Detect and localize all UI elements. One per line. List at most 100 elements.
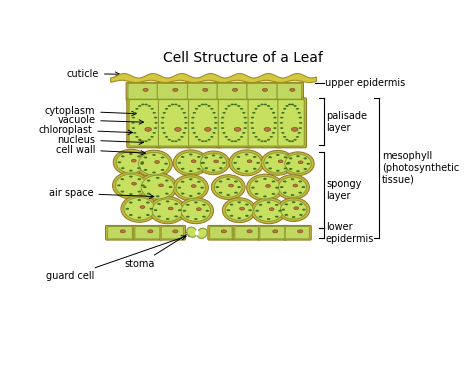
Ellipse shape xyxy=(138,173,177,201)
Ellipse shape xyxy=(290,88,295,92)
Ellipse shape xyxy=(291,194,294,196)
Ellipse shape xyxy=(204,104,208,105)
Ellipse shape xyxy=(177,162,181,164)
Ellipse shape xyxy=(131,159,136,162)
FancyBboxPatch shape xyxy=(247,83,277,99)
Text: air space: air space xyxy=(49,188,154,199)
Ellipse shape xyxy=(282,152,314,176)
Ellipse shape xyxy=(153,132,156,134)
Text: Cell Structure of a Leaf: Cell Structure of a Leaf xyxy=(163,51,323,65)
Ellipse shape xyxy=(302,209,306,210)
Ellipse shape xyxy=(181,193,184,195)
Ellipse shape xyxy=(292,201,295,203)
Ellipse shape xyxy=(284,214,288,216)
Ellipse shape xyxy=(201,187,204,188)
Ellipse shape xyxy=(121,156,125,157)
Ellipse shape xyxy=(278,160,283,163)
Ellipse shape xyxy=(237,139,240,141)
Ellipse shape xyxy=(251,117,254,119)
Ellipse shape xyxy=(261,150,295,175)
Ellipse shape xyxy=(141,140,145,142)
Ellipse shape xyxy=(246,174,283,201)
Ellipse shape xyxy=(192,112,196,114)
Ellipse shape xyxy=(268,168,272,169)
Ellipse shape xyxy=(256,162,260,164)
Ellipse shape xyxy=(196,208,201,210)
Ellipse shape xyxy=(145,127,152,131)
Ellipse shape xyxy=(198,105,201,107)
Ellipse shape xyxy=(156,177,160,179)
Ellipse shape xyxy=(197,193,201,195)
Ellipse shape xyxy=(176,177,205,198)
FancyBboxPatch shape xyxy=(186,82,219,100)
Ellipse shape xyxy=(173,88,178,92)
Ellipse shape xyxy=(208,105,210,107)
Ellipse shape xyxy=(272,180,275,182)
Ellipse shape xyxy=(177,139,181,141)
Ellipse shape xyxy=(303,157,307,160)
Ellipse shape xyxy=(132,182,137,185)
Ellipse shape xyxy=(121,195,158,222)
Ellipse shape xyxy=(299,214,303,216)
Ellipse shape xyxy=(137,199,141,201)
Ellipse shape xyxy=(285,154,311,173)
Ellipse shape xyxy=(298,180,302,183)
Ellipse shape xyxy=(227,209,230,211)
Ellipse shape xyxy=(264,153,292,173)
Ellipse shape xyxy=(307,163,310,165)
Ellipse shape xyxy=(191,160,196,163)
Ellipse shape xyxy=(264,104,267,105)
Ellipse shape xyxy=(180,136,183,138)
FancyBboxPatch shape xyxy=(161,227,183,239)
Ellipse shape xyxy=(299,117,302,119)
Ellipse shape xyxy=(129,193,133,195)
Ellipse shape xyxy=(298,230,303,233)
Ellipse shape xyxy=(173,230,178,233)
Ellipse shape xyxy=(255,193,258,195)
Ellipse shape xyxy=(230,215,233,217)
Ellipse shape xyxy=(174,127,181,131)
Ellipse shape xyxy=(257,105,261,107)
Ellipse shape xyxy=(284,203,288,205)
Ellipse shape xyxy=(178,209,182,211)
Ellipse shape xyxy=(298,132,301,134)
Ellipse shape xyxy=(189,195,192,197)
Text: cell wall: cell wall xyxy=(56,145,146,155)
Ellipse shape xyxy=(147,105,151,107)
Ellipse shape xyxy=(291,140,294,142)
Text: guard cell: guard cell xyxy=(46,236,186,281)
Text: cytoplasm: cytoplasm xyxy=(45,106,136,116)
Ellipse shape xyxy=(273,117,276,119)
Ellipse shape xyxy=(136,150,173,177)
Text: nucleus: nucleus xyxy=(57,135,144,145)
Ellipse shape xyxy=(247,230,252,233)
Ellipse shape xyxy=(161,169,164,171)
Ellipse shape xyxy=(275,216,279,218)
FancyBboxPatch shape xyxy=(156,98,192,148)
Ellipse shape xyxy=(133,112,137,114)
Ellipse shape xyxy=(174,104,178,105)
Ellipse shape xyxy=(181,181,184,183)
FancyBboxPatch shape xyxy=(208,225,234,240)
Ellipse shape xyxy=(146,214,150,216)
Ellipse shape xyxy=(249,176,281,199)
Ellipse shape xyxy=(126,208,129,210)
Ellipse shape xyxy=(240,108,243,110)
Ellipse shape xyxy=(272,132,275,134)
Ellipse shape xyxy=(292,127,298,131)
FancyBboxPatch shape xyxy=(129,100,160,146)
Ellipse shape xyxy=(176,152,205,173)
FancyBboxPatch shape xyxy=(106,225,134,240)
Ellipse shape xyxy=(159,184,164,187)
Ellipse shape xyxy=(214,127,217,129)
Ellipse shape xyxy=(245,203,249,206)
Ellipse shape xyxy=(299,203,303,205)
Ellipse shape xyxy=(298,161,303,164)
FancyBboxPatch shape xyxy=(157,83,187,99)
Ellipse shape xyxy=(270,136,273,138)
Ellipse shape xyxy=(299,122,302,124)
FancyBboxPatch shape xyxy=(135,227,160,239)
Ellipse shape xyxy=(283,192,287,194)
Ellipse shape xyxy=(144,157,147,158)
Ellipse shape xyxy=(112,172,149,199)
